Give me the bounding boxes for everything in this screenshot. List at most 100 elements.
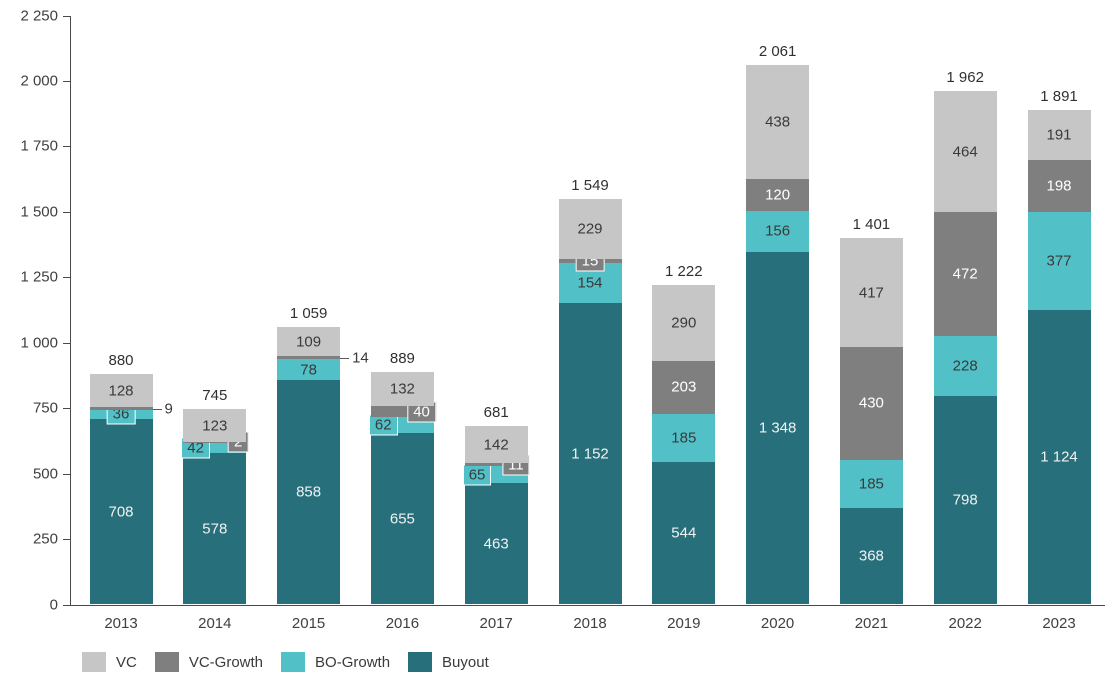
- legend-label-bo-growth: BO-Growth: [315, 653, 391, 671]
- data-label-2016-buyout: 655: [389, 510, 415, 528]
- callout-line-2015-vc-growth: [340, 357, 350, 359]
- data-label-2015-vc: 109: [296, 333, 322, 351]
- segment-2022-bo-growth: [933, 335, 997, 396]
- data-label-2022-vc: 464: [952, 143, 978, 161]
- data-label-2018-buyout: 1 152: [571, 445, 609, 463]
- data-label-2020-bo-growth: 156: [765, 222, 791, 240]
- legend-swatch-vc: [82, 652, 106, 672]
- segment-2021-buyout: [839, 508, 903, 605]
- data-label-2018-vc: 229: [577, 220, 603, 238]
- legend-label-buyout: Buyout: [442, 653, 489, 671]
- data-label-2013-vc-growth: 9: [164, 400, 173, 418]
- segment-2023-buyout: [1027, 310, 1091, 605]
- data-label-2021-bo-growth: 185: [858, 475, 884, 493]
- data-label-2020-buyout: 1 348: [758, 419, 797, 437]
- y-tick-500: [63, 473, 70, 475]
- total-label-2021: 1 401: [852, 216, 891, 233]
- segment-2017-vc: [464, 426, 528, 464]
- segment-2022-vc-growth: [933, 212, 997, 336]
- data-label-2013-vc: 128: [108, 382, 134, 400]
- segment-2023-vc: [1027, 109, 1091, 160]
- y-tick-1500: [63, 211, 70, 213]
- segment-2016-vc: [370, 371, 434, 407]
- segment-2023-vc-growth: [1027, 159, 1091, 212]
- x-label-2016: 2016: [385, 614, 420, 632]
- legend-label-vc: VC: [116, 653, 137, 671]
- x-label-2013: 2013: [104, 614, 138, 632]
- y-tick-1000: [63, 342, 70, 344]
- total-label-2013: 880: [108, 351, 134, 369]
- data-label-2015-buyout: 858: [296, 483, 322, 501]
- total-label-2020: 2 061: [758, 42, 797, 60]
- segment-2019-vc: [652, 284, 716, 361]
- segment-2015-vc-growth: [277, 355, 341, 360]
- data-label-2017-buyout: 463: [483, 535, 509, 553]
- x-label-2017: 2017: [479, 614, 513, 632]
- segment-2013-vc-growth: [89, 407, 153, 410]
- y-tick-750: [63, 408, 70, 410]
- data-label-2019-bo-growth: 185: [671, 429, 697, 447]
- legend-item-bo-growth: BO-Growth: [281, 652, 390, 672]
- y-tick-label-2250: 2 250: [20, 7, 58, 24]
- total-label-2023: 1 891: [1040, 87, 1078, 105]
- segment-2020-buyout: [746, 251, 810, 605]
- legend-item-vc: VC: [82, 652, 137, 672]
- segment-2014-bo-growth: [183, 442, 247, 454]
- x-label-2018: 2018: [573, 614, 607, 632]
- y-tick-1250: [63, 277, 70, 279]
- data-label-2019-vc: 290: [671, 314, 697, 332]
- data-label-2021-buyout: 368: [858, 547, 884, 565]
- y-tick-label-0: 0: [49, 596, 58, 613]
- segment-2016-vc-growth: [370, 406, 434, 417]
- segment-2020-bo-growth: [746, 210, 810, 252]
- data-label-2018-bo-growth: 154: [577, 274, 603, 292]
- legend-item-buyout: Buyout: [408, 652, 489, 672]
- legend-swatch-buyout: [408, 652, 433, 672]
- x-label-2014: 2014: [198, 614, 232, 632]
- y-tick-1750: [63, 146, 70, 148]
- segment-2019-bo-growth: [652, 413, 716, 463]
- data-label-2015-bo-growth: 78: [300, 361, 317, 379]
- data-label-2022-vc-growth: 472: [952, 265, 978, 283]
- y-tick-label-750: 750: [32, 399, 58, 417]
- data-label-2022-bo-growth: 228: [952, 357, 978, 375]
- y-tick-label-500: 500: [32, 465, 58, 483]
- data-label-2016-bo-growth: 62: [368, 414, 398, 436]
- data-label-2019-vc-growth: 203: [671, 378, 697, 396]
- y-tick-label-2000: 2 000: [20, 72, 58, 90]
- segment-2016-buyout: [370, 433, 434, 605]
- segment-2014-buyout: [183, 453, 247, 605]
- total-label-2017: 681: [483, 404, 509, 422]
- total-label-2022: 1 962: [946, 68, 984, 86]
- data-label-2016-vc-growth: 40: [407, 401, 436, 423]
- legend-swatch-vc-growth: [154, 652, 179, 672]
- legend-swatch-bo-growth: [281, 652, 306, 672]
- data-label-2023-buyout: 1 124: [1040, 448, 1078, 466]
- segment-2019-vc-growth: [652, 360, 716, 414]
- data-label-2015-vc-growth: 14: [352, 349, 369, 367]
- segment-2014-vc-growth: [183, 441, 247, 443]
- x-label-2020: 2020: [760, 614, 795, 632]
- x-label-2021: 2021: [854, 614, 889, 632]
- segment-2014-vc: [183, 409, 247, 442]
- data-label-2019-buyout: 544: [671, 524, 697, 542]
- segment-2019-buyout: [652, 462, 716, 605]
- segment-2015-buyout: [277, 379, 341, 605]
- y-tick-2250: [63, 15, 70, 17]
- x-label-2023: 2023: [1042, 614, 1076, 632]
- total-label-2014: 745: [202, 387, 228, 405]
- data-label-2017-vc: 142: [483, 436, 509, 454]
- y-tick-label-1250: 1 250: [20, 268, 58, 286]
- y-tick-0: [63, 604, 70, 606]
- segment-2018-buyout: [558, 302, 622, 605]
- callout-line-2013-vc-growth: [152, 408, 162, 410]
- segment-2015-bo-growth: [277, 359, 341, 380]
- x-label-2022: 2022: [948, 614, 982, 632]
- y-tick-label-1000: 1 000: [20, 334, 58, 352]
- data-label-2020-vc: 438: [765, 113, 791, 131]
- total-label-2018: 1 549: [571, 176, 609, 194]
- total-label-2015: 1 059: [289, 305, 328, 323]
- data-label-2014-buyout: 578: [202, 520, 228, 538]
- legend: VC VC-Growth BO-Growth Buyout: [82, 652, 489, 672]
